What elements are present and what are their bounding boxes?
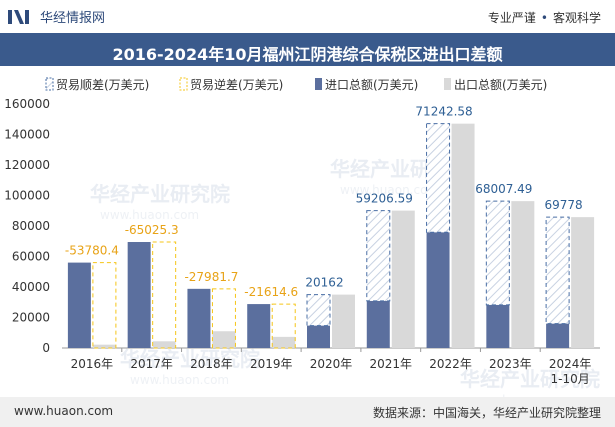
bar-export (391, 210, 415, 348)
x-tick-label: 2020年 (310, 357, 353, 371)
bar-export (511, 201, 535, 348)
footer: www.huaon.com 数据来源：中国海关，华经产业研究院整理 (0, 397, 615, 427)
bar-import (247, 304, 271, 348)
x-tick-label: 2021年 (370, 357, 413, 371)
x-tick-label: 2017年 (130, 357, 173, 371)
tagline-right: 客观科学 (552, 11, 601, 25)
bar-import (486, 304, 510, 348)
bar-surplus (366, 210, 391, 302)
y-tick-label: 60000 (12, 250, 50, 264)
x-tick-label: 2023年 (489, 357, 532, 371)
bar-surplus (306, 294, 331, 327)
tagline-left: 专业严谨 (487, 11, 536, 25)
legend-swatch-import (315, 78, 322, 90)
data-label: 69778 (545, 198, 583, 212)
brand[interactable]: 华经情报网 (8, 7, 105, 26)
legend-item-import: 进口总额(万美元) (315, 78, 418, 92)
huajing-logo-icon (8, 9, 29, 24)
footer-url[interactable]: www.huaon.com (14, 404, 114, 418)
top-bar: 华经情报网 专业严谨 • 客观科学 (0, 0, 615, 33)
y-tick-label: 20000 (12, 311, 50, 325)
tagline: 专业严谨 • 客观科学 (488, 9, 601, 26)
watermark-url: www.huaon.com (100, 208, 199, 222)
bar-import (307, 325, 330, 348)
watermark-text: 华经产业研究院 (120, 347, 260, 371)
brand-name: 华经情报网 (40, 11, 106, 26)
bar-deficit (92, 262, 117, 349)
bar-import (546, 323, 570, 348)
watermark-text: 华经产业研究院 (460, 367, 600, 391)
legend-label-surplus: 贸易顺差(万美元) (56, 78, 149, 92)
bar-export (152, 341, 176, 348)
bar-deficit (271, 303, 296, 349)
y-tick-label: 140000 (4, 128, 50, 142)
chart-title: 2016-2024年10月福州江阴港综合保税区进出口差额 (112, 45, 503, 64)
bar-import (187, 288, 211, 348)
bar-export (92, 344, 116, 348)
footer-source: 数据来源：中国海关，华经产业研究院整理 (372, 406, 601, 420)
y-tick-label: 0 (42, 341, 50, 355)
data-label: 20162 (305, 276, 343, 290)
bar-export (212, 331, 236, 348)
legend-label-export: 出口总额(万美元) (454, 78, 547, 92)
legend-label-import: 进口总额(万美元) (325, 78, 418, 92)
bar-export (332, 294, 355, 348)
legend-swatch-deficit (179, 77, 188, 91)
data-label: -27981.7 (184, 270, 238, 284)
bar-import (426, 232, 450, 348)
y-tick-label: 120000 (4, 158, 50, 172)
watermark-url: www.huaon.com (470, 393, 569, 397)
y-tick-label: 160000 (4, 97, 50, 111)
legend-swatch-export (444, 78, 451, 90)
data-label: 59206.59 (356, 192, 413, 206)
bar-import (67, 262, 91, 348)
legend-item-export: 出口总额(万美元) (444, 78, 547, 92)
x-tick-label: 2019年 (250, 357, 293, 371)
bar-import (366, 300, 390, 348)
title-band: 2016-2024年10月福州江阴港综合保税区进出口差额 (0, 33, 615, 66)
y-tick-label: 100000 (4, 189, 50, 203)
x-tick-label: 1-10月 (550, 372, 589, 386)
legend-swatch-surplus (45, 77, 54, 91)
chart: 华经产业研究院 www.huaon.com 华经产业研究院 www.huaon.com… (4, 77, 600, 397)
data-label: 71242.58 (415, 105, 472, 119)
y-tick-label: 80000 (12, 219, 50, 233)
x-tick-label: 2022年 (429, 357, 472, 371)
data-label: -21614.6 (244, 285, 298, 299)
bar-deficit (152, 241, 177, 349)
y-tick-label: 40000 (12, 280, 50, 294)
bar-deficit (211, 288, 236, 349)
bar-surplus (485, 200, 510, 306)
bar-surplus (545, 216, 570, 325)
x-tick-label: 2024年 (549, 357, 592, 371)
legend-item-deficit: 贸易逆差(万美元) (179, 77, 283, 92)
tagline-separator: • (540, 11, 548, 25)
watermark-url: www.huaon.com (340, 183, 439, 197)
x-tick-label: 2018年 (190, 357, 233, 371)
legend-label-deficit: 贸易逆差(万美元) (190, 77, 283, 92)
x-tick-label: 2016年 (71, 357, 114, 371)
legend-item-surplus: 贸易顺差(万美元) (45, 77, 149, 92)
bar-import (127, 242, 151, 348)
bar-surplus (426, 123, 451, 233)
bar-export (451, 123, 475, 348)
watermark-text: 华经产业研究院 (90, 182, 230, 206)
data-label: -65025.3 (125, 223, 179, 237)
data-label: -53780.4 (65, 244, 119, 258)
watermark-url: www.huaon.com (130, 373, 229, 387)
bar-export (272, 336, 296, 348)
bar-export (571, 217, 595, 348)
data-label: 68007.49 (475, 182, 532, 196)
